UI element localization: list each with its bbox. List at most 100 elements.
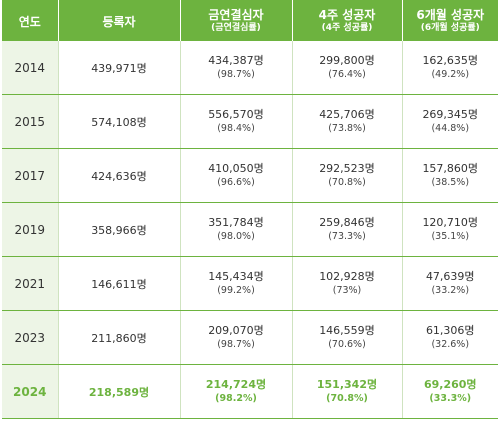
quit-value: 145,434명 — [208, 270, 264, 283]
registered-cell: 574,108명 — [58, 94, 181, 149]
quit-cell: 556,570명 (98.4%) — [180, 94, 293, 149]
w4-cell: 102,928명 (73%) — [292, 256, 403, 311]
registered-cell: 358,966명 — [58, 202, 181, 257]
header-year: 연도 — [2, 0, 59, 41]
w4-rate: (73.8%) — [328, 123, 366, 134]
m6-value: 47,639명 — [425, 270, 475, 283]
m6-value: 120,710명 — [422, 216, 479, 229]
m6-rate: (44.8%) — [431, 123, 470, 134]
registered-cell: 211,860명 — [58, 310, 181, 365]
header-quit-main: 금연결심자 — [208, 7, 264, 22]
quit-value: 209,070명 — [208, 324, 264, 337]
m6-cell: 61,306명 (32.6%) — [402, 310, 498, 365]
table-header: 연도 등록자 금연결심자 (금연결심률) 4주 성공자 (4주 성공률) 6개월… — [2, 0, 498, 41]
m6-value: 162,635명 — [422, 54, 479, 67]
table-row: 2015 574,108명 556,570명 (98.4%) 425,706명 (7… — [2, 94, 498, 149]
quit-rate: (98.4%) — [217, 123, 255, 134]
quit-rate: (98.0%) — [217, 231, 255, 242]
table-row-highlighted: 2024 218,589명 214,724명 (98.2%) 151,342명 (7… — [2, 364, 498, 419]
m6-rate: (33.2%) — [431, 285, 470, 296]
year-cell: 2017 — [2, 148, 59, 203]
w4-cell: 292,523명 (70.8%) — [292, 148, 403, 203]
quit-value: 434,387명 — [208, 54, 264, 67]
m6-cell: 47,639명 (33.2%) — [402, 256, 498, 311]
registered-cell: 218,589명 — [58, 364, 181, 419]
header-6month-success: 6개월 성공자 (6개월 성공률) — [402, 0, 498, 41]
registered-cell: 439,971명 — [58, 41, 181, 95]
header-registered-label: 등록자 — [102, 15, 136, 29]
quit-rate: (96.6%) — [217, 177, 255, 188]
m6-cell: 69,260명 (33.3%) — [402, 364, 498, 419]
header-quit-sub: (금연결심률) — [211, 22, 261, 33]
quit-cell: 209,070명 (98.7%) — [180, 310, 293, 365]
w4-cell: 146,559명 (70.6%) — [292, 310, 403, 365]
header-year-label: 연도 — [18, 15, 41, 29]
table-row: 2017 424,636명 410,050명 (96.6%) 292,523명 (7… — [2, 148, 498, 203]
quit-cell: 351,784명 (98.0%) — [180, 202, 293, 257]
w4-cell: 299,800명 (76.4%) — [292, 41, 403, 95]
w4-rate: (70.8%) — [328, 177, 366, 188]
m6-value: 69,260명 — [423, 378, 477, 391]
year-cell: 2024 — [2, 364, 59, 419]
year-cell: 2014 — [2, 41, 59, 95]
m6-value: 157,860명 — [422, 162, 479, 175]
w4-value: 259,846명 — [319, 216, 375, 229]
table-body: 2014 439,971명 434,387명 (98.7%) 299,800명 (7… — [2, 41, 498, 419]
table-row: 2019 358,966명 351,784명 (98.0%) 259,846명 (7… — [2, 202, 498, 257]
table-row: 2023 211,860명 209,070명 (98.7%) 146,559명 (7… — [2, 310, 498, 365]
year-cell: 2021 — [2, 256, 59, 311]
w4-value: 102,928명 — [319, 270, 375, 283]
w4-value: 146,559명 — [319, 324, 375, 337]
quit-cell: 410,050명 (96.6%) — [180, 148, 293, 203]
quit-rate: (98.2%) — [215, 393, 257, 404]
m6-rate: (49.2%) — [431, 69, 470, 80]
header-4week-success: 4주 성공자 (4주 성공률) — [292, 0, 403, 41]
header-w4-sub: (4주 성공률) — [321, 22, 373, 33]
quit-cell: 145,434명 (99.2%) — [180, 256, 293, 311]
table-row: 2014 439,971명 434,387명 (98.7%) 299,800명 (7… — [2, 41, 498, 95]
w4-value: 151,342명 — [316, 378, 378, 391]
w4-cell: 425,706명 (73.8%) — [292, 94, 403, 149]
m6-value: 269,345명 — [422, 108, 479, 121]
w4-cell: 151,342명 (70.8%) — [292, 364, 403, 419]
registered-cell: 424,636명 — [58, 148, 181, 203]
quit-cell: 214,724명 (98.2%) — [180, 364, 293, 419]
m6-cell: 269,345명 (44.8%) — [402, 94, 498, 149]
m6-rate: (35.1%) — [431, 231, 470, 242]
quit-rate: (98.7%) — [217, 69, 255, 80]
m6-cell: 120,710명 (35.1%) — [402, 202, 498, 257]
year-cell: 2015 — [2, 94, 59, 149]
year-cell: 2019 — [2, 202, 59, 257]
w4-value: 299,800명 — [319, 54, 375, 67]
w4-cell: 259,846명 (73.3%) — [292, 202, 403, 257]
header-registered: 등록자 — [58, 0, 181, 41]
header-m6-main: 6개월 성공자 — [416, 7, 485, 22]
quit-value: 351,784명 — [208, 216, 264, 229]
header-row: 연도 등록자 금연결심자 (금연결심률) 4주 성공자 (4주 성공률) 6개월… — [2, 0, 498, 41]
m6-cell: 157,860명 (38.5%) — [402, 148, 498, 203]
header-w4-main: 4주 성공자 — [318, 7, 376, 22]
w4-rate: (76.4%) — [328, 69, 366, 80]
m6-rate: (33.3%) — [429, 393, 472, 404]
table-row: 2021 146,611명 145,434명 (99.2%) 102,928명 (7… — [2, 256, 498, 311]
quit-value: 214,724명 — [205, 378, 267, 391]
m6-value: 61,306명 — [425, 324, 475, 337]
year-cell: 2023 — [2, 310, 59, 365]
m6-rate: (32.6%) — [431, 339, 470, 350]
quit-rate: (98.7%) — [217, 339, 255, 350]
w4-rate: (70.8%) — [326, 393, 368, 404]
w4-value: 292,523명 — [319, 162, 375, 175]
m6-rate: (38.5%) — [431, 177, 470, 188]
quit-value: 410,050명 — [208, 162, 264, 175]
quit-value: 556,570명 — [208, 108, 264, 121]
header-quit-decided: 금연결심자 (금연결심률) — [180, 0, 293, 41]
w4-rate: (73%) — [332, 285, 362, 296]
w4-value: 425,706명 — [319, 108, 375, 121]
quit-rate: (99.2%) — [217, 285, 255, 296]
quit-cell: 434,387명 (98.7%) — [180, 41, 293, 95]
header-m6-sub: (6개월 성공률) — [420, 22, 480, 33]
w4-rate: (73.3%) — [328, 231, 366, 242]
m6-cell: 162,635명 (49.2%) — [402, 41, 498, 95]
registered-cell: 146,611명 — [58, 256, 181, 311]
